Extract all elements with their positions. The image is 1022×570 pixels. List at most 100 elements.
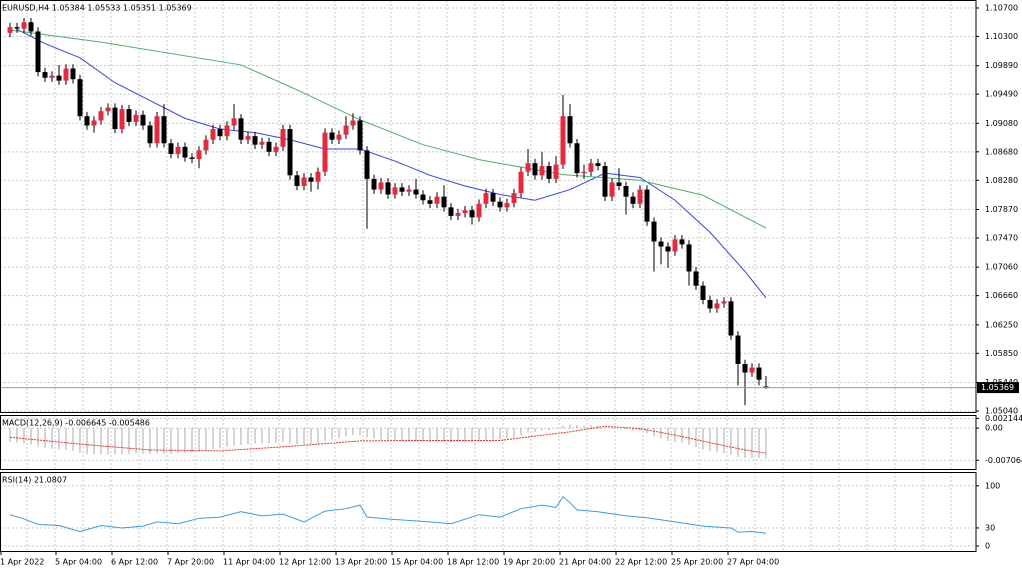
candle-body	[147, 125, 153, 144]
candle-body	[231, 118, 237, 126]
x-tick-label: 12 Apr 12:00	[279, 558, 331, 567]
candle-body	[399, 187, 405, 192]
candle-body	[84, 116, 90, 126]
moving-average	[16, 28, 767, 299]
candle-body	[392, 187, 398, 195]
candle-body	[574, 143, 580, 174]
candle-body	[322, 132, 328, 172]
y-tick-label: 30	[985, 523, 995, 532]
candle-body	[665, 246, 671, 252]
candle-body	[119, 109, 125, 130]
y-tick-label: 1.10700	[985, 3, 1018, 12]
candle-body	[735, 335, 741, 365]
candle-body	[56, 75, 62, 81]
candle-body	[483, 193, 489, 204]
x-tick-label: 1 Apr 2022	[0, 558, 44, 567]
y-tick-label: 1.08680	[985, 147, 1018, 156]
candle-body	[693, 271, 699, 286]
candle-body	[63, 68, 69, 81]
candle-body	[28, 22, 34, 32]
candle-body	[413, 189, 419, 195]
candle-body	[140, 114, 146, 126]
candle-body	[749, 367, 755, 373]
candle-body	[728, 301, 734, 336]
panel-title: EURUSD,H4 1.05384 1.05533 1.05351 1.0536…	[2, 4, 192, 13]
candle-body	[364, 150, 370, 179]
panel-frame	[0, 415, 977, 470]
candle-body	[595, 163, 601, 167]
candle-body	[168, 143, 174, 154]
candle-body	[455, 213, 461, 216]
candle-body	[308, 177, 314, 182]
candle-body	[742, 364, 748, 373]
candle-body	[336, 134, 342, 140]
candle-body	[490, 193, 496, 202]
candle-body	[672, 239, 678, 252]
candle-body	[224, 125, 230, 137]
y-tick-label: -0.007064	[985, 456, 1022, 465]
candle-body	[469, 210, 475, 218]
x-tick-label: 15 Apr 04:00	[391, 558, 443, 567]
candle-body	[406, 189, 412, 192]
candle-body	[245, 136, 251, 140]
candle-body	[567, 116, 573, 144]
candle-body	[623, 185, 629, 197]
candle-body	[679, 239, 685, 245]
x-tick-label: 22 Apr 12:00	[615, 558, 667, 567]
candle-body	[707, 299, 713, 309]
macd-signal	[9, 425, 767, 454]
candle-body	[161, 116, 167, 144]
candle-body	[637, 189, 643, 204]
candle-body	[350, 120, 356, 126]
x-tick-label: 25 Apr 20:00	[671, 558, 723, 567]
candle-body	[175, 146, 181, 154]
x-tick-label: 7 Apr 20:00	[167, 558, 214, 567]
y-tick-label: 1.09490	[985, 90, 1018, 99]
y-tick-label: 0	[985, 541, 990, 550]
candle-body	[476, 203, 482, 218]
candle-body	[273, 146, 279, 152]
y-tick-label: 1.09890	[985, 61, 1018, 70]
candle-body	[539, 166, 545, 176]
candle-body	[588, 163, 594, 172]
y-tick-label: 1.06660	[985, 291, 1018, 300]
candle-body	[658, 241, 664, 247]
candle-body	[700, 285, 706, 300]
candle-body	[609, 182, 615, 197]
y-tick-label: 1.08280	[985, 176, 1018, 185]
candle-body	[532, 163, 538, 176]
panel-frame	[0, 0, 977, 413]
current-price-box	[977, 382, 1019, 394]
candle-body	[196, 150, 202, 159]
candle-body	[35, 31, 41, 73]
candle-body	[238, 118, 244, 140]
candle-body	[721, 301, 727, 304]
candle-body	[315, 171, 321, 182]
candle-body	[420, 194, 426, 201]
candle-body	[203, 139, 209, 151]
x-tick-label: 13 Apr 20:00	[335, 558, 387, 567]
x-tick-label: 27 Apr 04:00	[727, 558, 779, 567]
candle-body	[756, 367, 762, 380]
panel-frame	[0, 472, 977, 552]
y-tick-label: 1.10300	[985, 32, 1018, 41]
x-tick-label: 19 Apr 20:00	[503, 558, 555, 567]
rsi-line	[9, 495, 767, 534]
candle-body	[434, 196, 440, 204]
y-tick-label: 1.05040	[985, 407, 1018, 416]
candle-body	[546, 166, 552, 179]
y-tick-label: 1.06250	[985, 320, 1018, 329]
candle-body	[602, 166, 608, 197]
candle-body	[126, 109, 132, 122]
candle-body	[518, 171, 524, 194]
y-tick-label: 1.05850	[985, 349, 1018, 358]
candle-body	[448, 207, 454, 216]
candle-body	[133, 114, 139, 122]
x-tick-label: 5 Apr 04:00	[55, 558, 102, 567]
candle-body	[385, 182, 391, 195]
y-tick-label: 1.07060	[985, 263, 1018, 272]
x-tick-label: 6 Apr 12:00	[111, 558, 158, 567]
candle-body	[378, 182, 384, 190]
y-tick-label: 1.09080	[985, 119, 1018, 128]
